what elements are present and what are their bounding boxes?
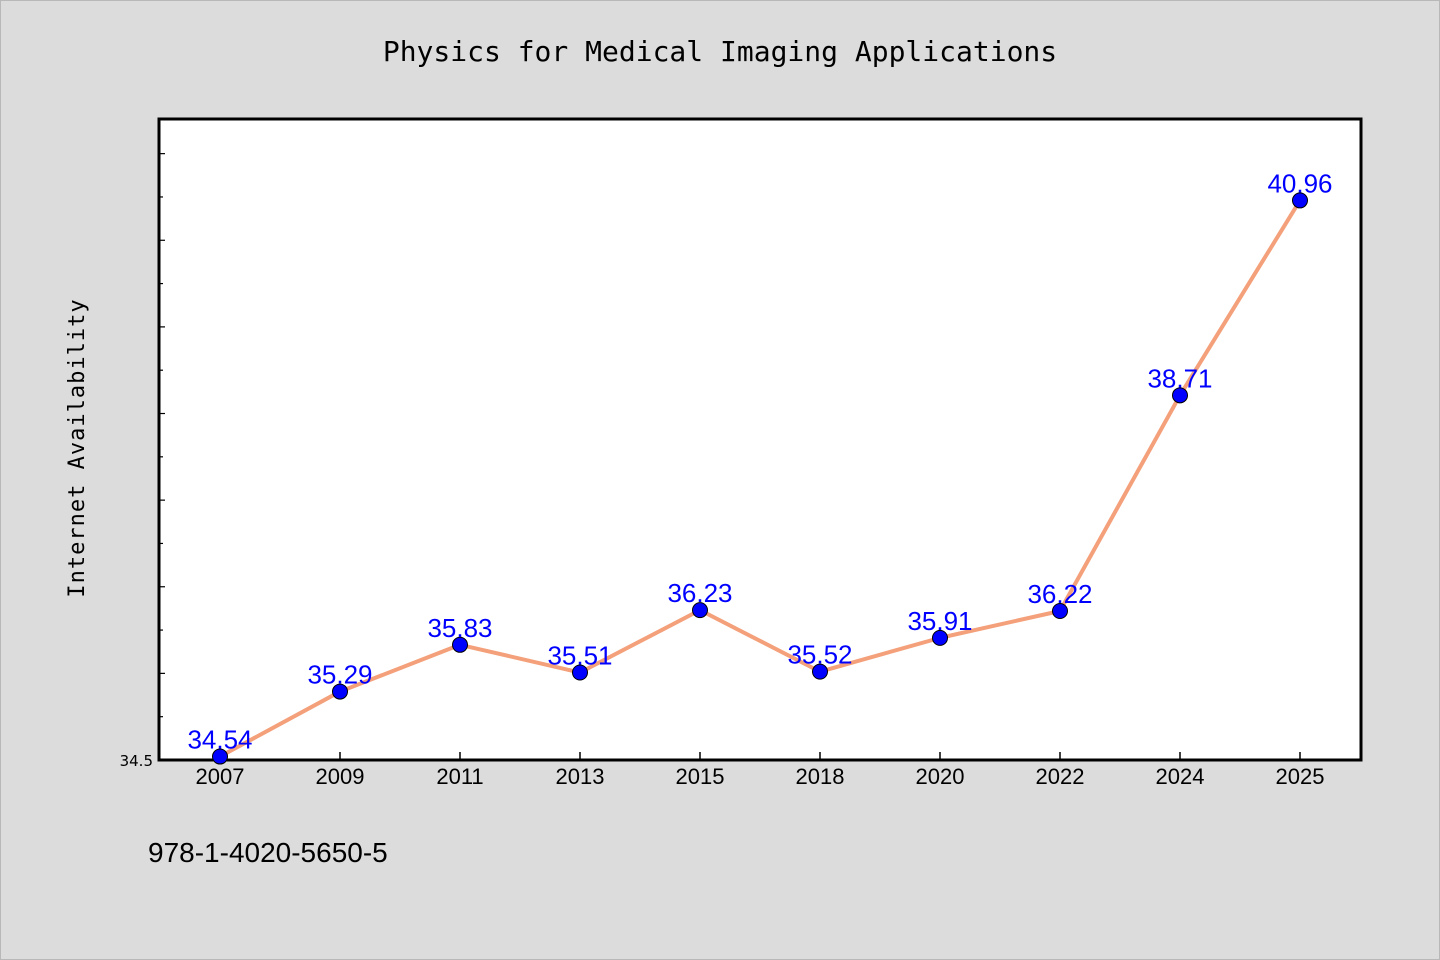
data-point bbox=[452, 636, 468, 653]
data-point bbox=[572, 664, 588, 681]
plot-area bbox=[157, 117, 1363, 762]
x-tick-label: 2011 bbox=[436, 764, 483, 789]
x-tick-label: 2015 bbox=[676, 764, 725, 789]
data-point bbox=[812, 663, 828, 680]
data-label: 40.96 bbox=[1267, 168, 1332, 198]
x-tick-label: 2025 bbox=[1276, 764, 1325, 789]
data-point bbox=[212, 748, 228, 765]
x-tick-label: 2007 bbox=[196, 764, 245, 789]
data-label: 35.83 bbox=[427, 613, 492, 643]
y-axis-ticks bbox=[159, 153, 165, 761]
y-axis-label: Internet Availability bbox=[65, 298, 90, 597]
series-line bbox=[219, 199, 1302, 759]
data-label: 35.51 bbox=[547, 641, 612, 671]
data-label: 35.29 bbox=[307, 660, 372, 690]
data-label: 35.52 bbox=[787, 640, 852, 670]
data-point bbox=[1292, 192, 1308, 209]
x-tick-label: 2024 bbox=[1156, 764, 1205, 789]
data-label: 34.54 bbox=[187, 725, 252, 755]
data-point bbox=[1052, 603, 1068, 620]
data-label: 36.23 bbox=[667, 578, 732, 608]
data-label: 36.22 bbox=[1027, 579, 1092, 609]
y-tick-label: 34.5 bbox=[120, 752, 153, 770]
data-label: 35.91 bbox=[907, 606, 972, 636]
x-tick-label: 2013 bbox=[556, 764, 605, 789]
series-markers bbox=[212, 192, 1308, 765]
data-point bbox=[332, 683, 348, 700]
footer-isbn: 978-1-4020-5650-5 bbox=[148, 837, 388, 868]
x-tick-label: 2022 bbox=[1036, 764, 1085, 789]
x-tick-label: 2009 bbox=[316, 764, 365, 789]
data-point bbox=[1172, 387, 1188, 404]
data-labels: 34.54 35.29 35.83 35.51 36.23 35.52 35.91 36.22… bbox=[187, 168, 1332, 754]
x-axis-tick-labels: 2007 2009 2011 2013 2015 2018 2020 2022 2024 2025 bbox=[196, 764, 1325, 789]
x-tick-label: 2018 bbox=[796, 764, 845, 789]
data-point bbox=[932, 629, 948, 646]
data-label: 38.71 bbox=[1147, 363, 1212, 393]
data-point bbox=[692, 602, 708, 619]
x-tick-label: 2020 bbox=[916, 764, 965, 789]
chart-title: Physics for Medical Imaging Applications bbox=[383, 35, 1057, 68]
y-axis-tick-labels: 34.5 bbox=[120, 752, 153, 770]
